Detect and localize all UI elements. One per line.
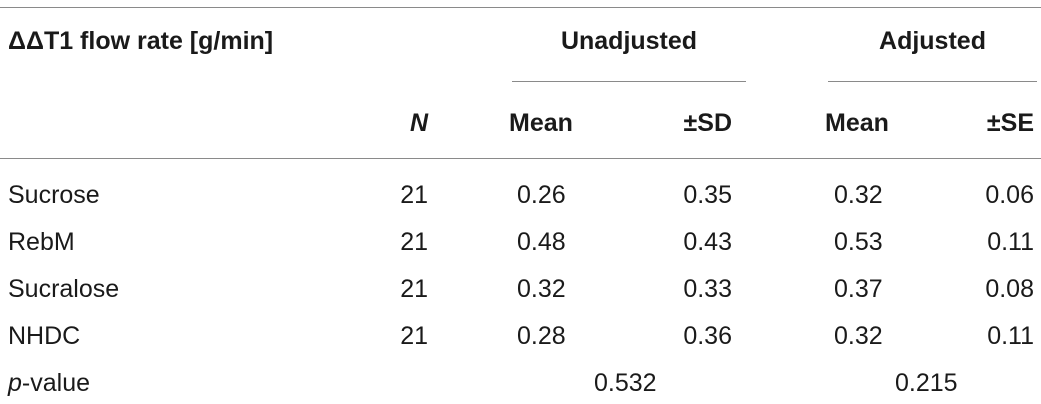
row-label: NHDC — [8, 322, 81, 350]
group-header-adjusted: Adjusted — [879, 27, 986, 55]
pvalue-adjusted: 0.215 — [895, 369, 958, 397]
cell-unadj-sd: 0.33 — [683, 275, 732, 303]
adjusted-group-rule — [828, 81, 1037, 82]
cell-n: 21 — [400, 322, 428, 350]
cell-adj-mean: 0.53 — [834, 228, 883, 256]
cell-adj-mean: 0.32 — [834, 322, 883, 350]
pvalue-label-italic: p — [8, 369, 22, 397]
cell-n: 21 — [400, 275, 428, 303]
col-header-n: N — [409, 109, 428, 137]
cell-n: 21 — [400, 181, 428, 209]
cell-adj-se: 0.08 — [985, 275, 1034, 303]
cell-unadj-sd: 0.43 — [683, 228, 732, 256]
cell-unadj-mean: 0.28 — [517, 322, 566, 350]
pvalue-label: p-value — [8, 368, 90, 398]
header-bottom-rule — [0, 158, 1041, 159]
cell-unadj-sd: 0.35 — [683, 181, 732, 209]
cell-unadj-mean: 0.26 — [517, 181, 566, 209]
group-header-unadjusted: Unadjusted — [560, 27, 698, 55]
col-header-unadj-mean: Mean — [509, 109, 573, 137]
cell-adj-mean: 0.37 — [834, 275, 883, 303]
col-header-adj-se: ±SE — [986, 109, 1034, 137]
table-title: ΔΔT1 flow rate [g/min] — [8, 27, 274, 55]
cell-unadj-mean: 0.48 — [517, 228, 566, 256]
cell-adj-se: 0.06 — [985, 181, 1034, 209]
row-label: Sucralose — [8, 275, 120, 303]
row-label: Sucrose — [8, 181, 100, 209]
top-rule — [0, 7, 1041, 8]
cell-adj-se: 0.11 — [987, 322, 1034, 350]
cell-unadj-sd: 0.36 — [683, 322, 732, 350]
col-header-adj-mean: Mean — [825, 109, 889, 137]
unadjusted-group-rule — [512, 81, 746, 82]
pvalue-unadjusted: 0.532 — [594, 369, 657, 397]
pvalue-label-rest: -value — [21, 369, 90, 397]
col-header-unadj-sd: ±SD — [683, 109, 732, 137]
cell-n: 21 — [400, 228, 428, 256]
cell-unadj-mean: 0.32 — [517, 275, 566, 303]
cell-adj-se: 0.11 — [987, 228, 1034, 256]
cell-adj-mean: 0.32 — [834, 181, 883, 209]
row-label: RebM — [8, 228, 75, 256]
